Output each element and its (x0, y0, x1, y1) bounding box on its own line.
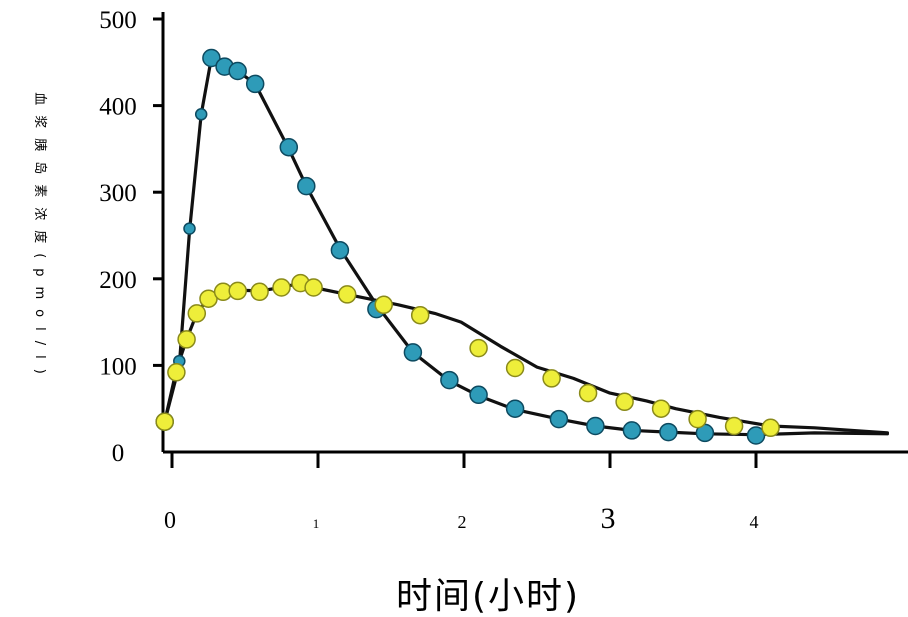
x-axis-label: 时间(小时) (396, 576, 580, 617)
series-2-point-7 (228, 281, 247, 301)
series-1-point-5 (202, 48, 221, 68)
series-1-point-16 (505, 399, 525, 418)
series-1-line (163, 56, 889, 437)
chart-axes (161, 12, 908, 454)
series-2-point-14 (410, 305, 430, 325)
series-2-point-12 (337, 285, 357, 304)
series-1-point-8 (245, 74, 265, 94)
series-1-point-3 (183, 222, 196, 235)
series-1-point-4 (194, 108, 208, 121)
series-2-point-22 (724, 416, 744, 436)
x-tick-label-3: 3 (601, 502, 616, 535)
series-1-point-19 (622, 421, 642, 440)
series-2-point-23 (761, 418, 780, 438)
series-1-point-11 (330, 240, 350, 260)
x-tick-label-2: 2 (458, 512, 467, 532)
y-tick-label-0: 0 (112, 440, 125, 467)
series-2-point-17 (542, 369, 561, 388)
y-tick-label-300: 300 (99, 180, 137, 207)
series-2-point-16 (505, 358, 525, 378)
x-tick-label-4: 4 (750, 512, 759, 532)
series-1-point-17 (549, 409, 569, 429)
series-1-point-18 (586, 416, 605, 436)
y-tick-label-100: 100 (99, 353, 137, 380)
series-1-point-13 (403, 343, 423, 362)
series-2-point-9 (272, 278, 291, 297)
series-2-point-8 (250, 282, 269, 302)
series-markers (155, 48, 780, 445)
x-tick-label-1: 1 (313, 516, 320, 531)
series-2-point-13 (374, 295, 393, 315)
series-2-point-3 (177, 330, 196, 349)
series-2-point-4 (187, 304, 207, 323)
series-2-point-1 (155, 412, 174, 431)
series-2-point-2 (167, 363, 186, 382)
series-2-point-19 (615, 392, 634, 412)
x-tick-label-0: 0 (164, 508, 176, 534)
y-tick-label-500: 500 (99, 7, 137, 34)
series-1-point-10 (297, 176, 316, 196)
series-1-point-7 (228, 61, 247, 81)
series-2-point-18 (578, 383, 598, 403)
series-1-point-22 (746, 426, 766, 445)
series-2-point-20 (651, 399, 671, 418)
series-2-point-11 (304, 278, 323, 297)
y-tick-label-200: 200 (99, 267, 137, 294)
series-2-point-21 (688, 409, 707, 429)
axis-ticks: 0 1 2 3 4 0 100 200 300 400 500 (99, 7, 758, 535)
series-1-point-15 (469, 385, 488, 405)
y-axis-label: 血浆胰岛素浓度(pmol/l) (32, 92, 48, 384)
series-1-point-14 (440, 370, 459, 390)
series-1-point-20 (659, 422, 678, 442)
series-2-point-15 (469, 338, 488, 358)
series-lines (163, 56, 889, 437)
series-1-point-9 (279, 137, 299, 157)
y-tick-label-400: 400 (99, 94, 137, 121)
